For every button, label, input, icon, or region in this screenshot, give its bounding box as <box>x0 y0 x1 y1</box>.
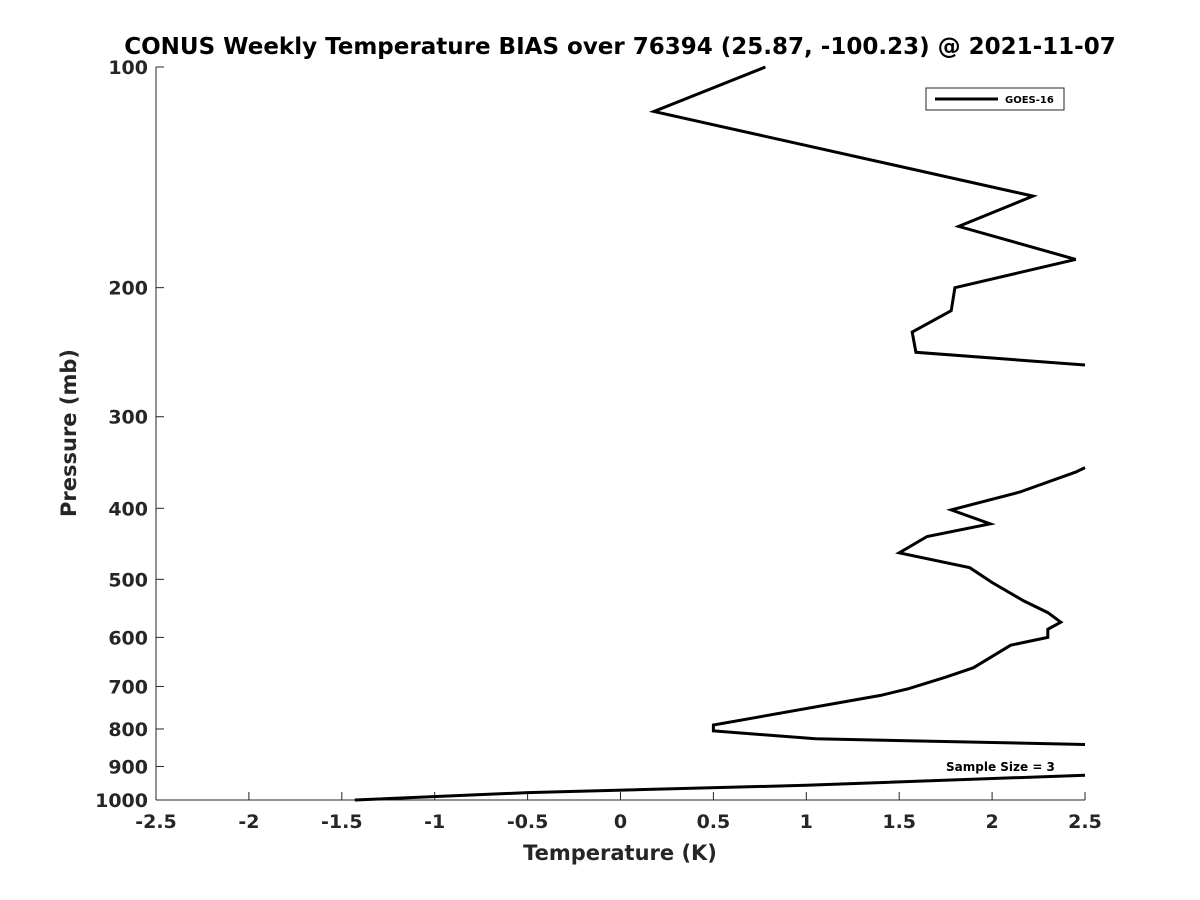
y-axis-label: Pressure (mb) <box>57 349 81 517</box>
y-tick-label: 100 <box>108 57 148 79</box>
x-tick-label: 2 <box>985 811 998 833</box>
x-ticks: -2.5 -2 -1.5 -1 -0.5 0 0.5 1 1.5 2 2.5 <box>135 792 1102 833</box>
x-tick-label: 0 <box>614 811 627 833</box>
x-tick-label: 1.5 <box>882 811 916 833</box>
x-tick-label: -1.5 <box>321 811 363 833</box>
y-tick-label: 800 <box>108 719 148 741</box>
x-tick-label: 1 <box>800 811 813 833</box>
plot-area: -2.5 -2 -1.5 -1 -0.5 0 0.5 1 1.5 2 2.5 100 200 300 40… <box>95 57 1102 833</box>
y-tick-label: 300 <box>108 407 148 429</box>
chart-title: CONUS Weekly Temperature BIAS over 76394… <box>124 34 1115 60</box>
series-line-goes-16 <box>648 65 1086 367</box>
series-line-goes-16 <box>354 773 1086 802</box>
x-tick-label: 0.5 <box>697 811 731 833</box>
series-layer <box>354 65 1086 802</box>
legend-label: GOES-16 <box>1005 95 1054 106</box>
x-tick-label: -2.5 <box>135 811 177 833</box>
y-ticks: 100 200 300 400 500 600 700 800 900 1000 <box>95 57 164 812</box>
series-line-goes-16 <box>711 466 1086 746</box>
x-tick-label: 2.5 <box>1068 811 1102 833</box>
y-tick-label: 1000 <box>95 790 148 812</box>
y-tick-label: 500 <box>108 569 148 591</box>
y-tick-label: 900 <box>108 756 148 778</box>
y-tick-label: 400 <box>108 498 148 520</box>
x-axis-label: Temperature (K) <box>523 841 717 865</box>
x-tick-label: -0.5 <box>507 811 549 833</box>
y-tick-label: 600 <box>108 627 148 649</box>
y-tick-label: 200 <box>108 278 148 300</box>
x-tick-label: -1 <box>424 811 445 833</box>
legend: GOES-16 <box>925 87 1065 111</box>
sample-size-annotation: Sample Size = 3 <box>946 760 1055 774</box>
x-tick-label: -2 <box>238 811 259 833</box>
y-tick-label: 700 <box>108 676 148 698</box>
